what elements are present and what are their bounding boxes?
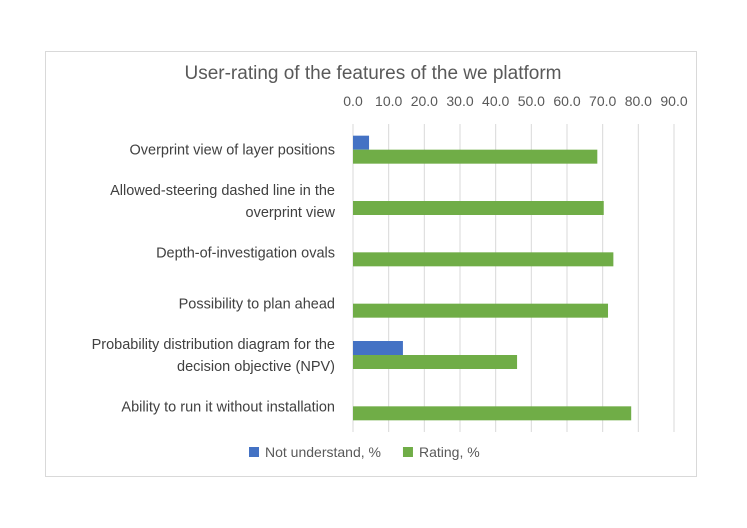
- bar-rating: [353, 252, 614, 267]
- legend-swatch: [402, 447, 413, 457]
- category-label: overprint view: [246, 205, 336, 221]
- category-label: Allowed-steering dashed line in the: [110, 183, 335, 199]
- x-tick-label: 70.0: [589, 93, 616, 109]
- category-label: Depth-of-investigation ovals: [156, 245, 335, 261]
- category-label: Ability to run it without installation: [121, 399, 335, 415]
- bar-rating: [353, 201, 604, 215]
- chart-title: User-rating of the features of the we pl…: [184, 63, 561, 84]
- bar-not-understand: [353, 341, 403, 355]
- bar-rating: [353, 406, 632, 421]
- x-tick-label: 30.0: [446, 93, 473, 109]
- x-tick-label: 90.0: [660, 93, 687, 109]
- bar-not-understand: [353, 135, 370, 150]
- x-tick-label: 80.0: [625, 93, 652, 109]
- x-tick-label: 10.0: [375, 93, 402, 109]
- legend-label: Not understand, %: [265, 444, 381, 460]
- category-label: Overprint view of layer positions: [130, 143, 336, 159]
- legend-swatch: [249, 447, 259, 457]
- x-tick-label: 0.0: [343, 93, 363, 109]
- x-tick-label: 60.0: [553, 93, 580, 109]
- category-label: Possibility to plan ahead: [179, 297, 335, 313]
- x-axis-ticks: 0.0 10.0 20.0 30.0 40.0 50.0 60.0 70.0 80.0 90.0: [343, 93, 688, 109]
- category-label: decision objective (NPV): [177, 359, 335, 375]
- gridlines: [352, 124, 675, 432]
- x-tick-label: 20.0: [411, 93, 438, 109]
- x-tick-label: 40.0: [482, 93, 509, 109]
- legend-label: Rating, %: [419, 444, 480, 460]
- legend: Not understand, % Rating, %: [249, 444, 480, 460]
- category-labels: Overprint view of layer positions Allowed…: [92, 143, 336, 416]
- x-tick-label: 50.0: [518, 93, 545, 109]
- bar-rating: [353, 149, 598, 164]
- bar-rating: [353, 303, 609, 318]
- category-label: Probability distribution diagram for the: [92, 337, 335, 353]
- bars: [353, 135, 632, 421]
- bar-rating: [353, 355, 518, 369]
